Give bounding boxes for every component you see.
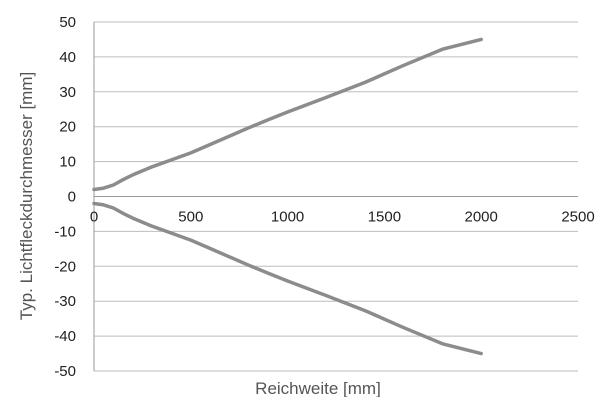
- axes: [93, 22, 578, 371]
- y-tick-label: -50: [54, 363, 76, 380]
- series-line-lower: [92, 201, 483, 356]
- x-tick-label: 2000: [465, 209, 498, 226]
- x-tick-label: 500: [178, 209, 203, 226]
- y-tick-label: -20: [54, 258, 76, 275]
- y-tick-label: -40: [54, 328, 76, 345]
- y-tick-label: 0: [68, 189, 76, 206]
- x-axis-label: Reichweite [mm]: [255, 379, 381, 397]
- y-tick-label: -30: [54, 293, 76, 310]
- y-tick-label: 50: [59, 14, 76, 31]
- y-tick-label: 40: [59, 49, 76, 66]
- x-tick-label: 1500: [368, 209, 401, 226]
- data-series: [92, 37, 483, 356]
- y-tick-label: 30: [59, 84, 76, 101]
- y-tick-label: -10: [54, 223, 76, 240]
- y-axis-label: Typ. Lichtfleckdurchmesser [mm]: [17, 72, 36, 320]
- x-tick-labels: 0 500 1000 1500 2000 2500: [90, 209, 595, 226]
- gridlines: [94, 21, 578, 372]
- y-tick-labels: 50 40 30 20 10 0 -10 -20 -30 -40 -50: [54, 14, 76, 380]
- x-tick-label: 1000: [271, 209, 304, 226]
- x-tick-label: 2500: [561, 209, 594, 226]
- y-tick-label: 20: [59, 119, 76, 136]
- y-tick-label: 10: [59, 154, 76, 171]
- x-tick-label: 0: [90, 209, 98, 226]
- series-line-upper: [92, 37, 483, 192]
